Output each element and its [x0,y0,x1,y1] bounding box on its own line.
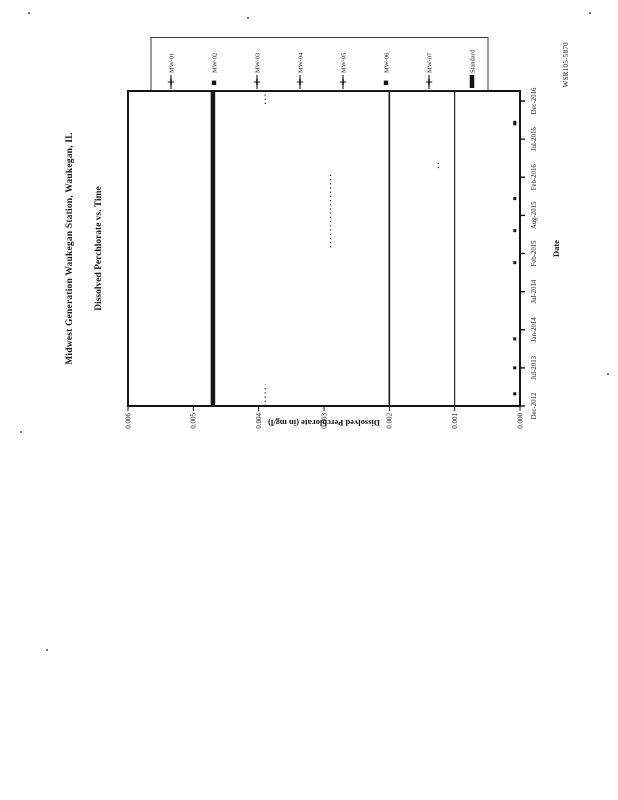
series-marker-mw-06 [513,366,517,370]
x-tick-label: Dec-2012 [531,392,538,419]
series-marker-mw-02 [513,392,517,396]
legend-label: MW-07 [426,52,433,73]
scan-speck [20,431,22,433]
scan-speck [607,373,609,375]
legend-marker-square [211,80,217,85]
x-tick-label: Jul-2013 [531,355,538,379]
series-marker-mw-02 [513,261,517,265]
x-tick-label: Jul-2014 [531,279,538,303]
landscape-chart: Midwest Generation Waukegan Station, Wau… [3,6,588,436]
legend-marker-square [383,80,389,85]
y-tick-label: 0.001 [451,413,459,429]
legend-label: MW-06 [383,52,390,73]
y-tick-label: 0.006 [124,413,132,429]
series-marker-mw-02 [513,337,517,341]
x-tick-label: Dec-2016 [531,87,538,114]
series-marker-mw-06 [513,229,517,233]
y-tick-label: 0.002 [386,413,394,429]
x-tick-label: Jul-2016 [531,127,538,151]
x-tick-label: Jan-2014 [531,317,538,343]
plot-border [127,90,521,407]
plot-svg: 0.006 0.005 0.004 0.003 0.002 0.001 0.000 Dec-2… [124,37,538,429]
y-tick-label: 0.004 [255,413,263,429]
legend-label: MW-03 [254,53,261,73]
rotated-chart-region: Midwest Generation Waukegan Station, Wau… [3,6,588,436]
series-marker-mw-06 [513,122,517,126]
x-tick-label: Feb-2016 [531,164,538,191]
scan-speck [247,17,249,19]
legend-label: MW-05 [340,53,347,73]
series-marker-mw-02 [513,197,517,201]
legend-label: MW-04 [297,52,304,73]
y-tick-label: 0.003 [320,413,328,429]
x-tick-label: Feb-2015 [531,240,538,267]
scan-speck [28,12,30,14]
scan-speck [46,649,48,651]
legend-label: MW-02 [211,53,218,73]
legend-label: Standard [469,49,476,73]
legend-label: MW-01 [168,53,175,73]
y-tick-label: 0.000 [516,413,524,429]
x-tick-label: Aug-2015 [531,201,538,229]
y-tick-label: 0.005 [190,413,198,429]
scan-speck [589,12,591,14]
legend-box [150,37,489,91]
